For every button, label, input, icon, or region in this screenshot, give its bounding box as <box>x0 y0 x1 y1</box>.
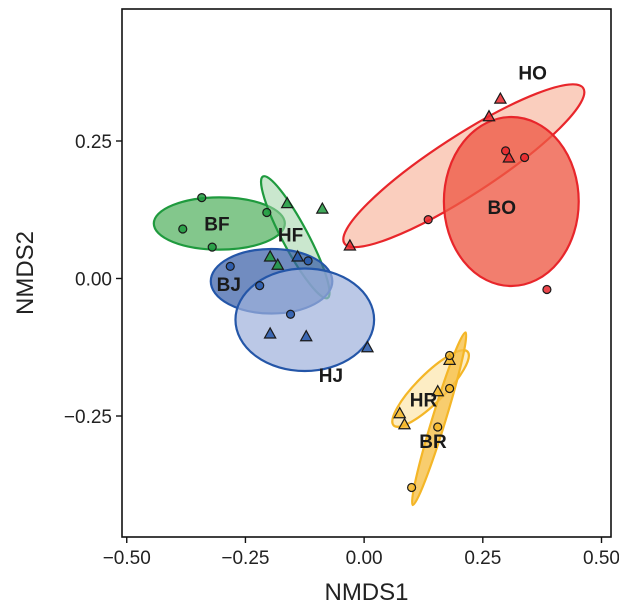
x-tick-label: 0.25 <box>464 548 501 569</box>
point-br-2-circle-marker <box>444 383 455 394</box>
axes: −0.50 −0.25 0.00 0.25 0.50 −0.25 0.00 0.25 <box>64 132 619 569</box>
point-bj-4-circle-marker <box>285 309 296 319</box>
point-bj-1-circle-marker <box>225 261 235 271</box>
point-hr-3-triangle-marker <box>393 406 407 419</box>
point-hj-2-triangle-marker <box>263 326 277 339</box>
point-hj-4-triangle-marker <box>360 340 375 353</box>
x-tick-label: 0.00 <box>346 548 383 569</box>
x-tick-label: −0.50 <box>103 548 151 569</box>
group-label-hr: HR <box>410 391 438 412</box>
point-ho-4-triangle-marker <box>343 238 357 251</box>
point-br-1-circle-marker <box>444 350 455 361</box>
point-bo-1-circle-marker <box>501 146 511 156</box>
point-hj-1-triangle-marker <box>291 249 305 262</box>
point-bj-3-circle-marker <box>303 256 313 266</box>
point-bo-2-circle-marker <box>519 152 530 163</box>
point-ho-3-triangle-marker <box>502 150 516 163</box>
point-bj-2-circle-marker <box>255 281 265 291</box>
point-bf-2-circle-marker <box>178 224 188 234</box>
point-bf-3-circle-marker <box>207 242 217 252</box>
group-label-br: BR <box>419 432 447 453</box>
point-hf-4-triangle-marker <box>271 257 285 270</box>
x-tick-label: −0.25 <box>221 548 269 569</box>
y-tick-label: 0.00 <box>75 270 112 291</box>
point-hf-1-triangle-marker <box>280 196 294 209</box>
group-label-hf: HF <box>278 226 303 247</box>
plot-area: BF HF BJ HJ HO BO HR BR <box>152 63 586 507</box>
plot-panel-border <box>121 8 612 538</box>
group-label-bj: BJ <box>217 275 241 296</box>
ellipse-br <box>410 331 468 507</box>
y-tick-label: 0.25 <box>75 132 112 153</box>
point-hj-3-triangle-marker <box>299 329 313 342</box>
point-bf-4-circle-marker <box>262 207 272 218</box>
y-tick-label: −0.25 <box>64 407 112 428</box>
x-axis-title: NMDS1 <box>324 579 408 606</box>
point-ho-2-triangle-marker <box>482 109 496 122</box>
y-axis-title: NMDS2 <box>12 231 39 315</box>
ellipse-hj <box>234 267 376 373</box>
group-label-hj: HJ <box>319 366 343 387</box>
point-br-4-circle-marker <box>407 482 417 493</box>
point-hr-4-triangle-marker <box>397 417 412 430</box>
point-hr-2-triangle-marker <box>431 384 445 397</box>
group-label-bo: BO <box>488 198 517 219</box>
x-tick-label: 0.50 <box>583 548 619 569</box>
point-hf-2-triangle-marker <box>315 201 329 214</box>
point-bo-3-circle-marker <box>423 215 433 225</box>
point-ho-1-triangle-marker <box>493 91 508 104</box>
group-label-ho: HO <box>518 63 547 84</box>
point-br-3-circle-marker <box>433 422 443 432</box>
group-label-bf: BF <box>204 215 229 236</box>
point-hf-3-triangle-marker <box>263 249 277 262</box>
point-bf-1-circle-marker <box>197 193 207 203</box>
ellipse-bo <box>442 115 580 288</box>
point-bo-4-circle-marker <box>542 284 552 295</box>
